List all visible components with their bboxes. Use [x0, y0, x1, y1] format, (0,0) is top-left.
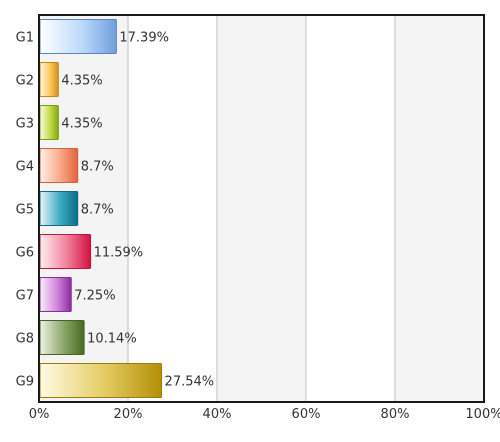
category-label-g4: G4 [16, 160, 34, 175]
background-bands [39, 15, 484, 402]
category-label-g6: G6 [16, 246, 34, 261]
bar-g8 [39, 320, 85, 355]
bar-g6 [39, 234, 92, 269]
bar-g7 [39, 277, 72, 312]
data-label-g7: 7.25% [74, 289, 115, 304]
x-tick-label: 60% [292, 407, 321, 422]
bar-g3 [39, 105, 59, 140]
category-label-g5: G5 [16, 203, 34, 218]
plot-frame [38, 14, 485, 403]
value-axis-tick-labels: 0% 20% 40% 60% 80% 100% [29, 407, 500, 422]
gridlines [127, 15, 396, 402]
category-label-g3: G3 [16, 117, 34, 132]
bar-g1 [39, 19, 117, 54]
bar-g2 [39, 62, 59, 97]
data-label-g3: 4.35% [61, 117, 102, 132]
x-tick-label: 40% [203, 407, 232, 422]
x-tick-label: 20% [114, 407, 143, 422]
category-label-g2: G2 [16, 74, 34, 89]
data-label-g4: 8.7% [81, 160, 114, 175]
data-label-g5: 8.7% [81, 203, 114, 218]
x-tick-label: 0% [29, 407, 50, 422]
bar-g4 [39, 148, 79, 183]
background-band [306, 15, 395, 402]
category-label-g8: G8 [16, 332, 34, 347]
data-label-g6: 11.59% [94, 246, 144, 261]
x-tick-label: 100% [465, 407, 500, 422]
data-label-g2: 4.35% [61, 74, 102, 89]
background-band [217, 15, 306, 402]
bar-g9 [39, 363, 163, 398]
bar-g5 [39, 191, 79, 226]
category-label-g1: G1 [16, 31, 34, 46]
background-band [395, 15, 484, 402]
data-label-g8: 10.14% [87, 332, 137, 347]
data-labels: 17.39% 4.35% 4.35% 8.7% 8.7% 11.59% 7.25% 10.14… [61, 31, 214, 390]
category-axis-labels: G1 G2 G3 G4 G5 G6 G7 G8 G9 [16, 31, 34, 390]
x-tick-label: 80% [381, 407, 410, 422]
background-band [128, 15, 217, 402]
data-label-g1: 17.39% [119, 31, 169, 46]
data-label-g9: 27.54% [165, 375, 215, 390]
category-label-g7: G7 [16, 289, 34, 304]
category-label-g9: G9 [16, 375, 34, 390]
